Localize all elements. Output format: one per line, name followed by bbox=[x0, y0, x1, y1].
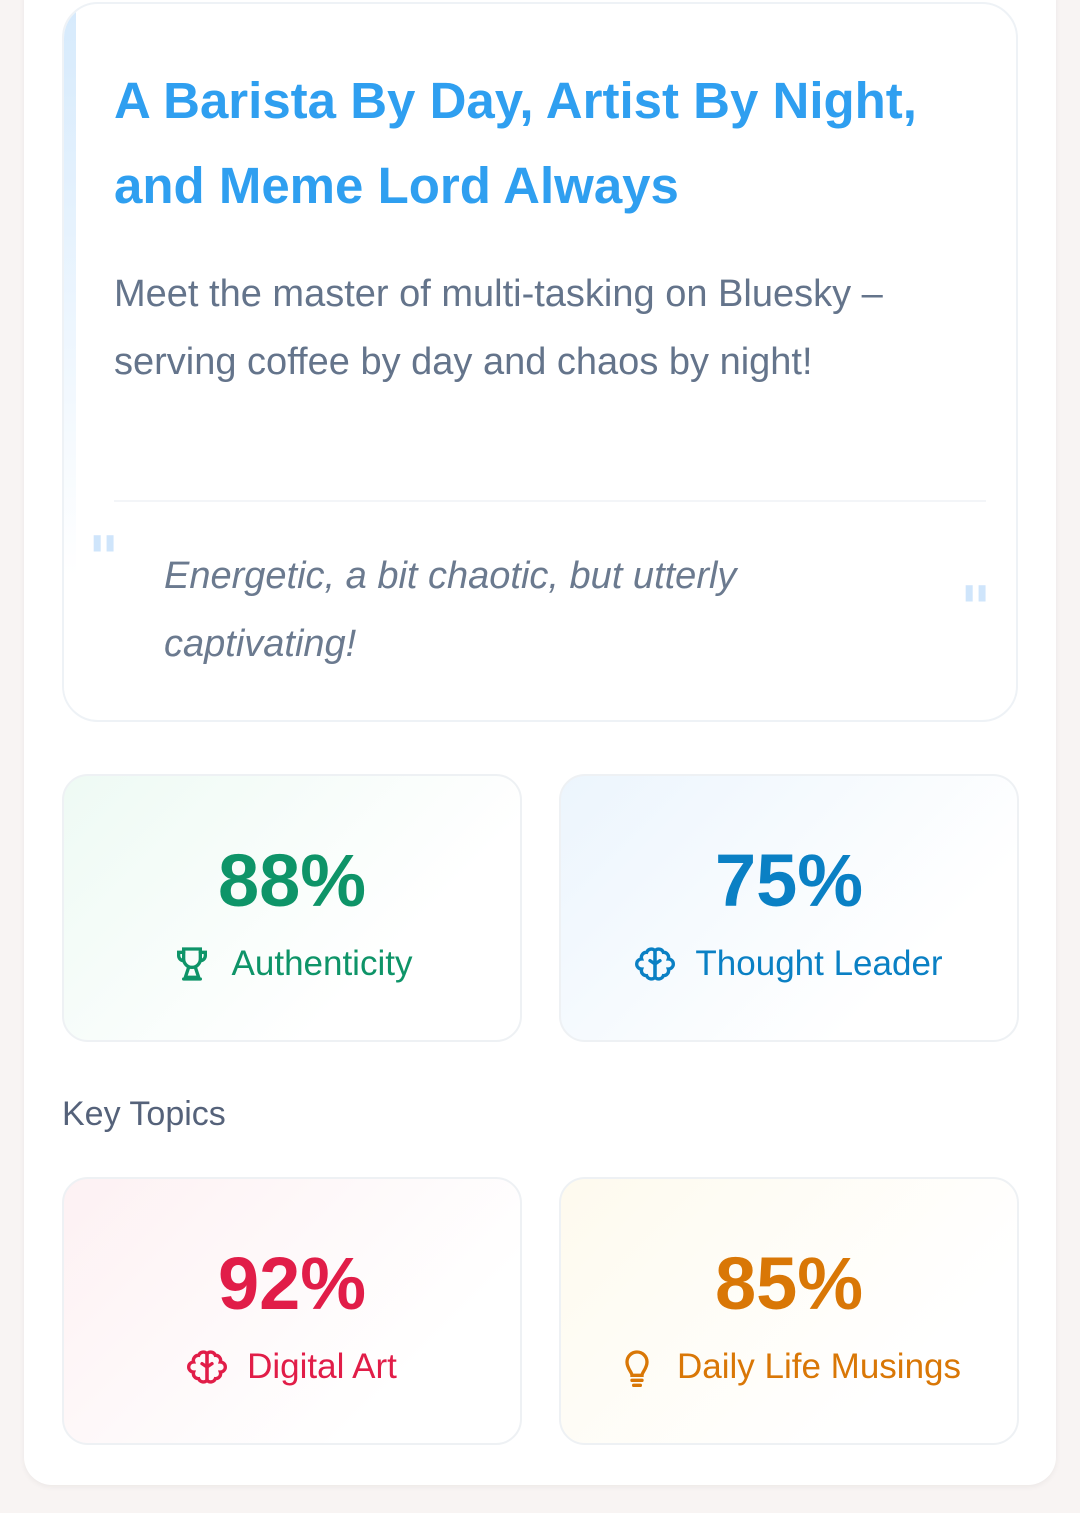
topic-card-digital-art: 92% Digital Art bbox=[62, 1177, 522, 1445]
accent-bar bbox=[64, 4, 76, 720]
profile-summary-card: A Barista By Day, Artist By Night, and M… bbox=[62, 2, 1018, 722]
stat-value: 88% bbox=[217, 839, 367, 922]
lightbulb-icon bbox=[625, 1350, 649, 1387]
topic-label: Digital Art bbox=[247, 1347, 397, 1386]
stat-card-thought-leader: 75% Thought Leader bbox=[559, 774, 1019, 1042]
stat-card-authenticity: 88% Authenticity bbox=[62, 774, 522, 1042]
topic-label: Daily Life Musings bbox=[677, 1347, 961, 1386]
stat-value: 75% bbox=[714, 839, 864, 922]
close-quote-icon: " bbox=[960, 574, 992, 644]
trophy-icon bbox=[176, 947, 207, 981]
topic-card-daily-life: 85% Daily Life Musings bbox=[559, 1177, 1019, 1445]
key-topics-heading: Key Topics bbox=[62, 1095, 226, 1133]
brain-icon bbox=[635, 947, 676, 981]
profile-quote: Energetic, a bit chaotic, but utterly ca… bbox=[164, 555, 737, 665]
topic-value: 85% bbox=[714, 1242, 864, 1325]
divider bbox=[114, 500, 986, 502]
open-quote-icon: " bbox=[88, 524, 120, 594]
stat-label: Authenticity bbox=[231, 944, 413, 983]
brain-icon bbox=[187, 1350, 228, 1384]
profile-title: A Barista By Day, Artist By Night, and M… bbox=[114, 72, 917, 214]
stat-label: Thought Leader bbox=[695, 944, 943, 983]
profile-description: Meet the master of multi-tasking on Blue… bbox=[114, 273, 883, 383]
topic-value: 92% bbox=[217, 1242, 367, 1325]
